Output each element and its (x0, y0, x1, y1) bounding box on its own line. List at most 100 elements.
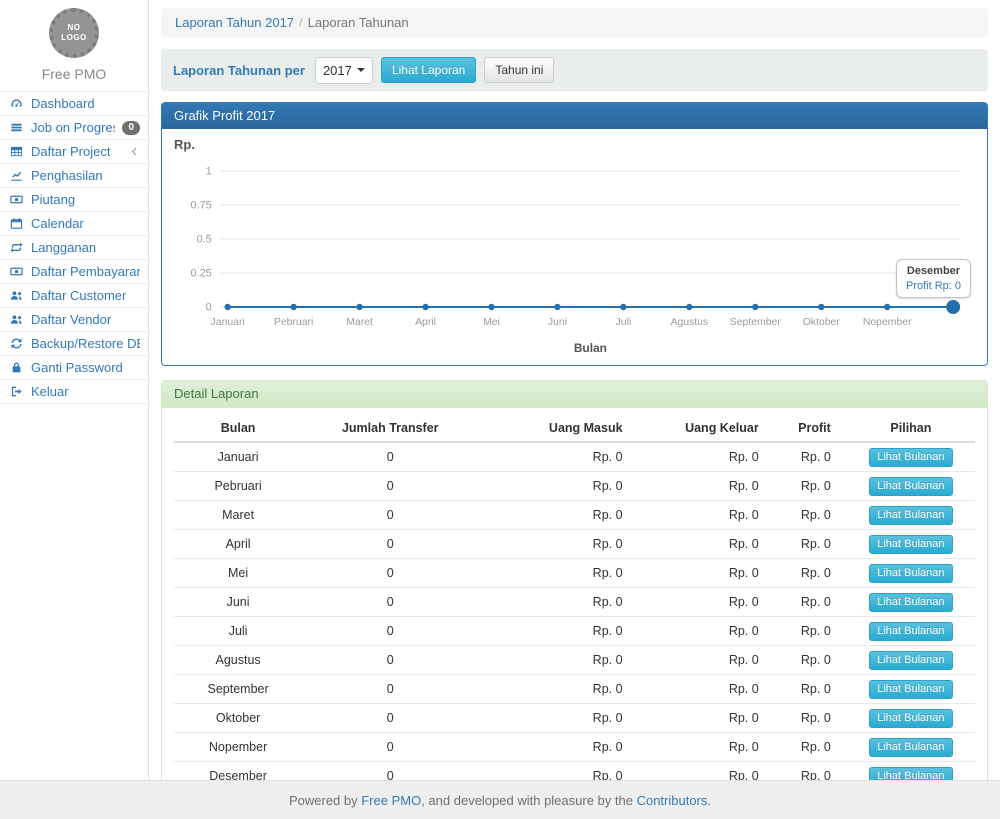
data-point[interactable] (946, 300, 960, 314)
sidebar-item-label: Dashboard (31, 96, 95, 111)
cell-uang_masuk: Rp. 0 (478, 501, 638, 530)
chevron-down-icon (357, 68, 365, 72)
lihat-bulanan-button[interactable]: Lihat Bulanan (869, 593, 952, 612)
detail-report-panel: Detail Laporan BulanJumlah TransferUang … (161, 380, 988, 819)
data-point[interactable] (818, 304, 824, 310)
table-row: Agustus0Rp. 0Rp. 0Rp. 0Lihat Bulanan (174, 646, 975, 675)
action-cell: Lihat Bulanan (847, 559, 975, 588)
data-point[interactable] (488, 304, 494, 310)
lihat-bulanan-button[interactable]: Lihat Bulanan (869, 448, 952, 467)
cell-jumlah_transfer: 0 (302, 530, 478, 559)
lihat-bulanan-button[interactable]: Lihat Bulanan (869, 564, 952, 583)
sidebar-item-ganti-password[interactable]: Ganti Password (0, 356, 148, 380)
this-year-button[interactable]: Tahun ini (484, 57, 554, 83)
sidebar-item-label: Backup/Restore DB (31, 336, 140, 351)
cell-profit: Rp. 0 (775, 675, 847, 704)
cell-uang_masuk: Rp. 0 (478, 530, 638, 559)
svg-text:0.75: 0.75 (191, 199, 212, 211)
svg-text:Agustus: Agustus (670, 317, 708, 328)
cell-uang_keluar: Rp. 0 (639, 704, 775, 733)
sidebar-item-label: Penghasilan (31, 168, 103, 183)
cell-bulan: Januari (174, 442, 302, 472)
contributors-link[interactable]: Contributors (637, 793, 708, 808)
table-row: Oktober0Rp. 0Rp. 0Rp. 0Lihat Bulanan (174, 704, 975, 733)
sidebar-item-piutang[interactable]: Piutang (0, 188, 148, 212)
breadcrumb-link[interactable]: Laporan Tahun 2017 (175, 15, 294, 30)
data-point[interactable] (290, 304, 296, 310)
sidebar-item-dashboard[interactable]: Dashboard (0, 92, 148, 116)
data-point[interactable] (752, 304, 758, 310)
sidebar-item-daftar-pembayaran[interactable]: Daftar Pembayaran (0, 260, 148, 284)
cell-jumlah_transfer: 0 (302, 646, 478, 675)
data-point[interactable] (686, 304, 692, 310)
chart-panel-title: Grafik Profit 2017 (162, 103, 987, 129)
column-header-uang-masuk: Uang Masuk (478, 416, 638, 442)
free-pmo-link[interactable]: Free PMO (361, 793, 421, 808)
sidebar-item-job-on-progress[interactable]: Job on Progress0 (0, 116, 148, 140)
table-row: Juni0Rp. 0Rp. 0Rp. 0Lihat Bulanan (174, 588, 975, 617)
lihat-bulanan-button[interactable]: Lihat Bulanan (869, 680, 952, 699)
data-point[interactable] (224, 304, 230, 310)
svg-text:0: 0 (206, 301, 212, 313)
data-point[interactable] (356, 304, 362, 310)
sidebar-item-daftar-project[interactable]: Daftar Project (0, 140, 148, 164)
cell-uang_masuk: Rp. 0 (478, 617, 638, 646)
sidebar-item-keluar[interactable]: Keluar (0, 380, 148, 404)
sidebar-item-label: Calendar (31, 216, 84, 231)
cell-jumlah_transfer: 0 (302, 675, 478, 704)
table-row: April0Rp. 0Rp. 0Rp. 0Lihat Bulanan (174, 530, 975, 559)
profit-chart-panel: Grafik Profit 2017 Rp. 00.250.50.751Janu… (161, 102, 988, 366)
sidebar: NO LOGO Free PMO DashboardJob on Progres… (0, 0, 149, 780)
cell-bulan: Agustus (174, 646, 302, 675)
data-point[interactable] (884, 304, 890, 310)
sidebar-item-label: Ganti Password (31, 360, 123, 375)
svg-text:1: 1 (206, 165, 212, 177)
lihat-bulanan-button[interactable]: Lihat Bulanan (869, 506, 952, 525)
y-axis-unit-label: Rp. (174, 137, 975, 155)
svg-text:September: September (730, 317, 781, 328)
lihat-bulanan-button[interactable]: Lihat Bulanan (869, 477, 952, 496)
data-point[interactable] (422, 304, 428, 310)
profit-series (224, 300, 960, 314)
sidebar-item-penghasilan[interactable]: Penghasilan (0, 164, 148, 188)
sidebar-item-langganan[interactable]: Langganan (0, 236, 148, 260)
view-report-button[interactable]: Lihat Laporan (381, 57, 476, 83)
cell-uang_masuk: Rp. 0 (478, 646, 638, 675)
svg-text:Pebruari: Pebruari (274, 317, 313, 328)
app-window: NO LOGO Free PMO DashboardJob on Progres… (0, 0, 1000, 819)
cell-uang_keluar: Rp. 0 (639, 472, 775, 501)
column-header-jumlah-transfer: Jumlah Transfer (302, 416, 478, 442)
data-point[interactable] (554, 304, 560, 310)
table-row: September0Rp. 0Rp. 0Rp. 0Lihat Bulanan (174, 675, 975, 704)
breadcrumb-separator: / (294, 15, 308, 30)
table-icon (10, 145, 24, 159)
sidebar-item-daftar-vendor[interactable]: Daftar Vendor (0, 308, 148, 332)
lihat-bulanan-button[interactable]: Lihat Bulanan (869, 622, 952, 641)
sidebar-item-backup-restore-db[interactable]: Backup/Restore DB (0, 332, 148, 356)
year-select[interactable]: 2017 (315, 57, 373, 84)
dashboard-icon (10, 97, 24, 111)
lihat-bulanan-button[interactable]: Lihat Bulanan (869, 535, 952, 554)
sidebar-item-label: Daftar Customer (31, 288, 126, 303)
lihat-bulanan-button[interactable]: Lihat Bulanan (869, 651, 952, 670)
sidebar-item-label: Langganan (31, 240, 96, 255)
detail-report-table: BulanJumlah TransferUang MasukUang Kelua… (174, 416, 975, 814)
cell-uang_keluar: Rp. 0 (639, 530, 775, 559)
lihat-bulanan-button[interactable]: Lihat Bulanan (869, 738, 952, 757)
year-filter-bar: Laporan Tahunan per 2017 Lihat Laporan T… (161, 49, 988, 91)
data-point[interactable] (620, 304, 626, 310)
cell-uang_masuk: Rp. 0 (478, 559, 638, 588)
sidebar-item-daftar-customer[interactable]: Daftar Customer (0, 284, 148, 308)
action-cell: Lihat Bulanan (847, 472, 975, 501)
cell-profit: Rp. 0 (775, 501, 847, 530)
svg-text:Juli: Juli (616, 317, 632, 328)
cell-uang_keluar: Rp. 0 (639, 733, 775, 762)
cell-uang_keluar: Rp. 0 (639, 442, 775, 472)
sidebar-item-calendar[interactable]: Calendar (0, 212, 148, 236)
cell-profit: Rp. 0 (775, 617, 847, 646)
y-axis: 00.250.50.751 (191, 165, 962, 313)
lihat-bulanan-button[interactable]: Lihat Bulanan (869, 709, 952, 728)
cell-uang_masuk: Rp. 0 (478, 675, 638, 704)
sidebar-item-label: Daftar Pembayaran (31, 264, 140, 279)
calendar-icon (10, 217, 24, 231)
